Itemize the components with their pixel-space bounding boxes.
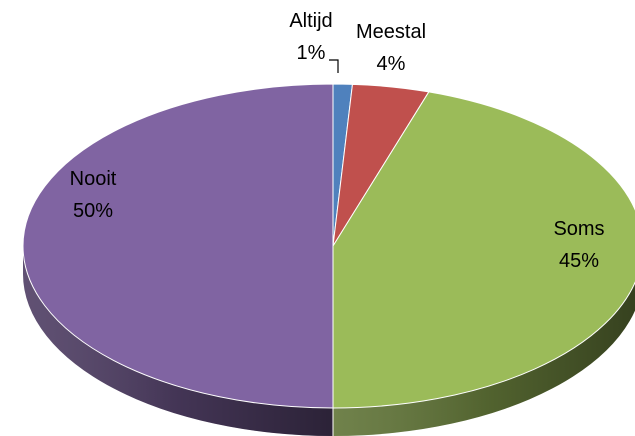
pie-tops — [22, 83, 635, 409]
pie-side-shade-soms — [333, 282, 635, 436]
slice-label-soms: Soms — [553, 218, 604, 240]
slice-value-nooit: 50% — [73, 200, 113, 222]
slice-value-soms: 45% — [559, 250, 599, 272]
slice-value-meestal: 4% — [377, 53, 406, 75]
slice-label-altijd: Altijd — [289, 10, 332, 32]
slice-value-altijd: 1% — [297, 42, 326, 64]
slice-label-nooit: Nooit — [70, 168, 117, 190]
pie-sides — [23, 246, 635, 436]
pie-side-shade-nooit — [23, 246, 333, 436]
leader-line-altijd — [329, 59, 339, 73]
pie-leaders — [329, 59, 339, 73]
pie-labels: Altijd 1% Meestal 4% Soms 45% Nooit 50% — [70, 10, 605, 272]
pie-slice-soms — [332, 91, 635, 409]
pie-slice-nooit — [22, 83, 334, 409]
slice-label-meestal: Meestal — [356, 21, 426, 43]
